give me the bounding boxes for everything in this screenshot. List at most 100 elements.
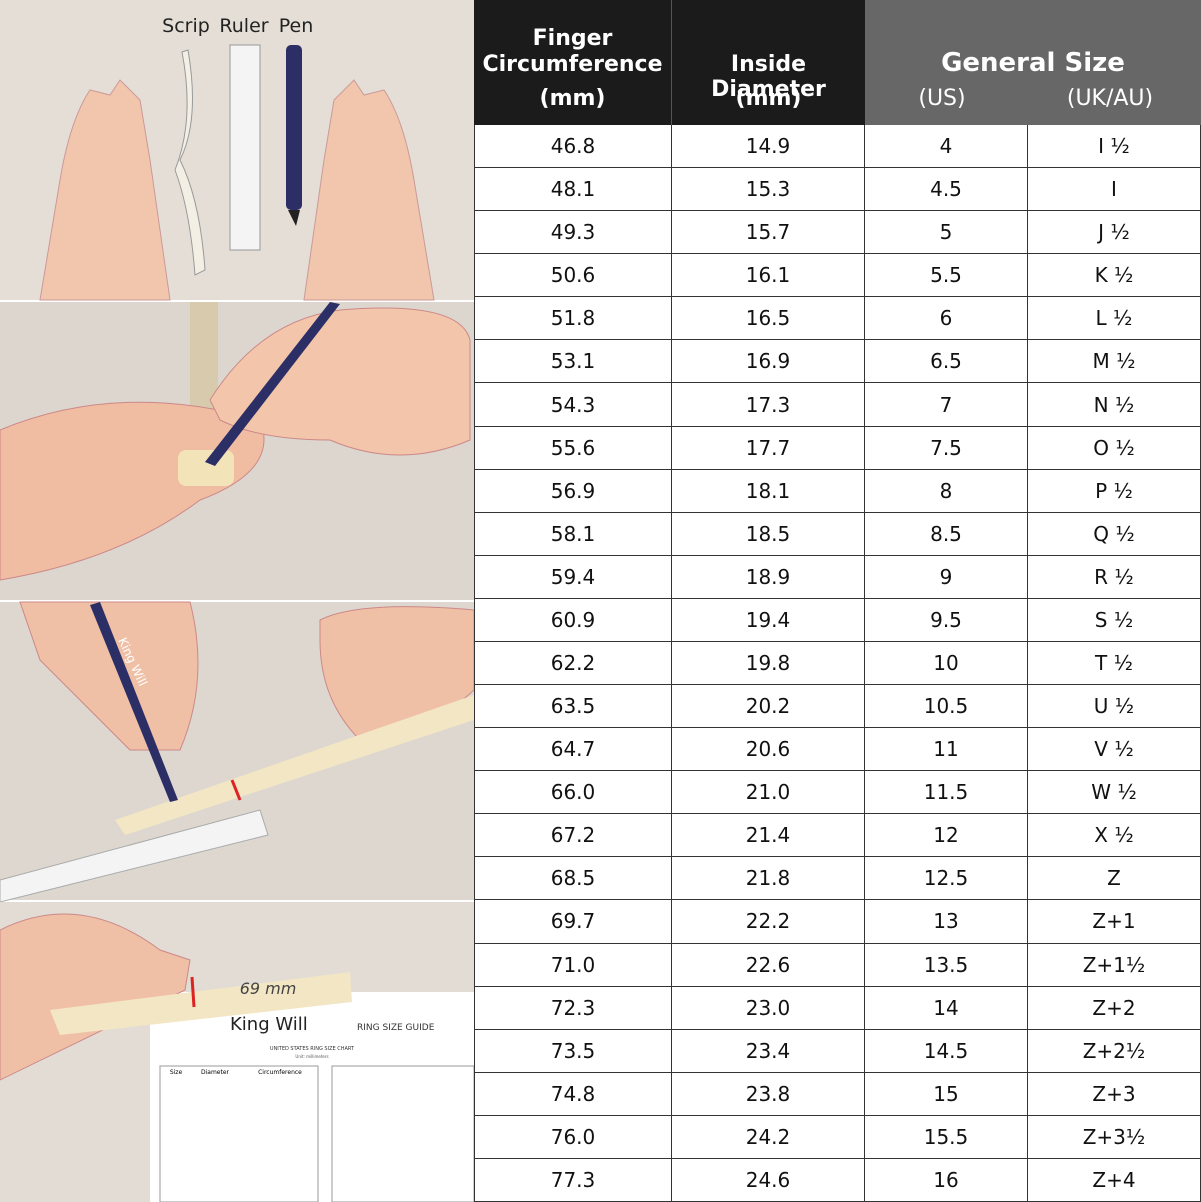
table-cell: 21.0	[672, 771, 865, 815]
table-cell: L ½	[1028, 297, 1201, 341]
table-cell: 19.8	[672, 641, 865, 686]
guide-subtitle: RING SIZE GUIDE	[357, 1023, 435, 1033]
size-table: Finger Circumference (mm) Inside Diameter (m…	[474, 0, 1201, 1202]
table-cell: 9.5	[865, 598, 1028, 642]
table-cell: 15.7	[672, 211, 865, 255]
header-text: (US)	[918, 86, 966, 111]
table-cell: Z+2½	[1028, 1029, 1201, 1073]
header-cell: Inside Diameter (mm)	[672, 0, 865, 125]
table-cell: 14.5	[865, 1029, 1028, 1073]
table-cell: 7	[865, 383, 1028, 427]
table-cell: 17.7	[672, 426, 865, 470]
table-cell: 14	[865, 986, 1028, 1030]
table-cell: 74.8	[474, 1072, 672, 1116]
guide-column: Size	[170, 1069, 183, 1076]
table-cell: 23.4	[672, 1029, 865, 1073]
table-cell: Z+1½	[1028, 943, 1201, 987]
table-cell: 6.5	[865, 340, 1028, 384]
header-text: General Size	[941, 48, 1125, 78]
table-cell: N ½	[1028, 383, 1201, 427]
table-cell: 50.6	[474, 254, 672, 298]
table-cell: I	[1028, 168, 1201, 212]
table-cell: 64.7	[474, 728, 672, 772]
table-cell: M ½	[1028, 340, 1201, 384]
table-cell: 69.7	[474, 900, 672, 944]
table-cell: 11.5	[865, 771, 1028, 815]
panel-wrap	[0, 302, 474, 600]
header-text: (UK/AU)	[1066, 86, 1154, 111]
table-cell: 18.5	[672, 512, 865, 556]
table-cell: 67.2	[474, 814, 672, 858]
table-cell: 23.0	[672, 986, 865, 1030]
guide-column: Circumference	[258, 1069, 302, 1076]
table-cell: 5.5	[865, 254, 1028, 298]
header-cell: General Size (US) (UK/AU)	[865, 0, 1201, 125]
table-cell: 58.1	[474, 512, 672, 556]
table-cell: 24.6	[672, 1158, 865, 1202]
table-cell: 16	[865, 1158, 1028, 1202]
header-text: (mm)	[735, 86, 802, 111]
table-cell: 68.5	[474, 857, 672, 901]
table-cell: 66.0	[474, 771, 672, 815]
strip-reading: 69 mm	[240, 979, 297, 998]
table-cell: 63.5	[474, 685, 672, 729]
header-text: Finger	[532, 26, 613, 51]
table-cell: 18.1	[672, 469, 865, 513]
table-cell: 48.1	[474, 168, 672, 212]
table-cell: 72.3	[474, 986, 672, 1030]
table-cell: 14.9	[672, 125, 865, 169]
table-cell: 12	[865, 814, 1028, 858]
table-cell: 11	[865, 728, 1028, 772]
header-text: (mm)	[539, 86, 606, 111]
guide-brand: King Will	[230, 1014, 308, 1035]
table-cell: Z+2	[1028, 986, 1201, 1030]
table-cell: 53.1	[474, 340, 672, 384]
table-cell: S ½	[1028, 598, 1201, 642]
table-cell: 10	[865, 641, 1028, 686]
table-cell: Z	[1028, 857, 1201, 901]
table-cell: 15.5	[865, 1115, 1028, 1159]
table-cell: K ½	[1028, 254, 1201, 298]
table-cell: 16.5	[672, 297, 865, 341]
table-cell: 16.1	[672, 254, 865, 298]
table-cell: 17.3	[672, 383, 865, 427]
table-cell: 21.8	[672, 857, 865, 901]
table-cell: Q ½	[1028, 512, 1201, 556]
table-cell: 49.3	[474, 211, 672, 255]
table-cell: 8.5	[865, 512, 1028, 556]
table-cell: 15	[865, 1072, 1028, 1116]
header-cell: Finger Circumference (mm)	[474, 0, 672, 125]
table-cell: Z+3	[1028, 1072, 1201, 1116]
table-cell: 7.5	[865, 426, 1028, 470]
table-cell: 76.0	[474, 1115, 672, 1159]
table-cell: I ½	[1028, 125, 1201, 169]
table-cell: P ½	[1028, 469, 1201, 513]
table-cell: 54.3	[474, 383, 672, 427]
table-cell: Z+3½	[1028, 1115, 1201, 1159]
table-cell: J ½	[1028, 211, 1201, 255]
table-cell: 8	[865, 469, 1028, 513]
panel-measure	[0, 601, 474, 903]
table-cell: 20.6	[672, 728, 865, 772]
table-cell: U ½	[1028, 685, 1201, 729]
table-cell: 6	[865, 297, 1028, 341]
table-cell: 15.3	[672, 168, 865, 212]
table-cell: Z+4	[1028, 1158, 1201, 1202]
table-cell: O ½	[1028, 426, 1201, 470]
guide-chart-title: UNITED STATES RING SIZE CHART	[270, 1046, 355, 1052]
table-cell: 56.9	[474, 469, 672, 513]
tool-label: Scrip	[162, 15, 210, 37]
table-cell: 60.9	[474, 598, 672, 642]
table-cell: 13.5	[865, 943, 1028, 987]
table-cell: W ½	[1028, 771, 1201, 815]
table-cell: 46.8	[474, 125, 672, 169]
table-cell: X ½	[1028, 814, 1201, 858]
table-cell: 19.4	[672, 598, 865, 642]
table-cell: 71.0	[474, 943, 672, 987]
table-cell: 20.2	[672, 685, 865, 729]
table-cell: 51.8	[474, 297, 672, 341]
table-cell: 16.9	[672, 340, 865, 384]
table-cell: 22.6	[672, 943, 865, 987]
guide-column: Diameter	[201, 1069, 230, 1076]
